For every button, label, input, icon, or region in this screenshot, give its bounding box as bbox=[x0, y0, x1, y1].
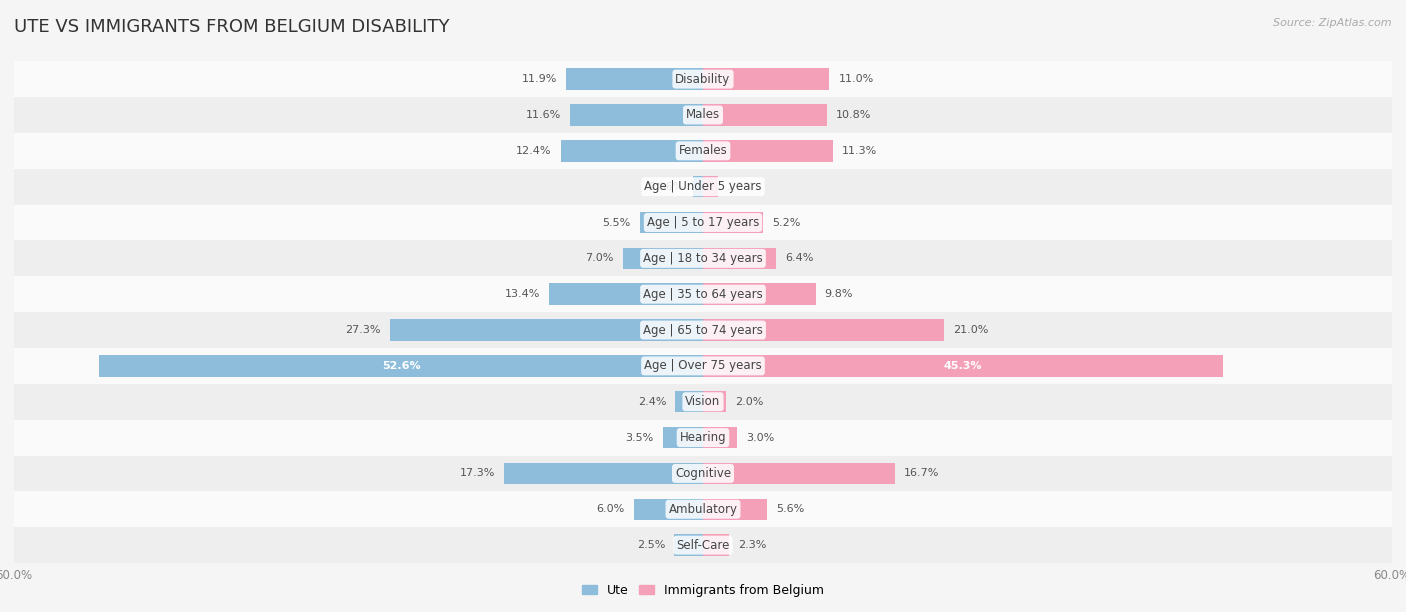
Text: Age | 18 to 34 years: Age | 18 to 34 years bbox=[643, 252, 763, 265]
Legend: Ute, Immigrants from Belgium: Ute, Immigrants from Belgium bbox=[576, 579, 830, 602]
Text: 45.3%: 45.3% bbox=[943, 361, 983, 371]
Bar bbox=[703, 391, 725, 412]
Bar bbox=[14, 420, 1392, 455]
Text: 16.7%: 16.7% bbox=[904, 468, 939, 479]
Text: Females: Females bbox=[679, 144, 727, 157]
Bar bbox=[703, 104, 827, 125]
Bar bbox=[703, 140, 832, 162]
Text: Self-Care: Self-Care bbox=[676, 539, 730, 551]
Bar bbox=[389, 319, 703, 341]
Bar bbox=[550, 283, 703, 305]
Bar bbox=[703, 534, 730, 556]
Text: 11.0%: 11.0% bbox=[838, 74, 873, 84]
Text: 13.4%: 13.4% bbox=[505, 289, 540, 299]
Text: Age | 5 to 17 years: Age | 5 to 17 years bbox=[647, 216, 759, 229]
Bar bbox=[703, 427, 738, 449]
Bar bbox=[623, 248, 703, 269]
Text: 11.6%: 11.6% bbox=[526, 110, 561, 120]
Bar bbox=[505, 463, 703, 484]
Text: Vision: Vision bbox=[685, 395, 721, 408]
Text: Males: Males bbox=[686, 108, 720, 121]
Text: 21.0%: 21.0% bbox=[953, 325, 988, 335]
Text: 5.6%: 5.6% bbox=[776, 504, 804, 514]
Text: 3.0%: 3.0% bbox=[747, 433, 775, 442]
Bar bbox=[14, 241, 1392, 276]
Bar bbox=[14, 204, 1392, 241]
Text: Hearing: Hearing bbox=[679, 431, 727, 444]
Bar bbox=[14, 384, 1392, 420]
Bar bbox=[662, 427, 703, 449]
Bar bbox=[675, 391, 703, 412]
Text: Age | Under 5 years: Age | Under 5 years bbox=[644, 180, 762, 193]
Text: 0.86%: 0.86% bbox=[648, 182, 683, 192]
Text: 2.5%: 2.5% bbox=[637, 540, 665, 550]
Text: Age | 35 to 64 years: Age | 35 to 64 years bbox=[643, 288, 763, 300]
Bar bbox=[703, 463, 894, 484]
Bar bbox=[675, 534, 703, 556]
Text: Cognitive: Cognitive bbox=[675, 467, 731, 480]
Bar bbox=[703, 248, 776, 269]
Bar bbox=[14, 348, 1392, 384]
Text: 1.3%: 1.3% bbox=[727, 182, 755, 192]
Text: 7.0%: 7.0% bbox=[585, 253, 613, 263]
Text: Age | 65 to 74 years: Age | 65 to 74 years bbox=[643, 324, 763, 337]
Bar bbox=[634, 499, 703, 520]
Text: 6.0%: 6.0% bbox=[596, 504, 624, 514]
Bar bbox=[703, 319, 945, 341]
Bar bbox=[703, 499, 768, 520]
Text: Age | Over 75 years: Age | Over 75 years bbox=[644, 359, 762, 372]
Bar bbox=[14, 169, 1392, 204]
Text: 52.6%: 52.6% bbox=[381, 361, 420, 371]
Text: 11.3%: 11.3% bbox=[842, 146, 877, 156]
Bar bbox=[14, 133, 1392, 169]
Text: 2.4%: 2.4% bbox=[638, 397, 666, 407]
Text: 2.3%: 2.3% bbox=[738, 540, 766, 550]
Bar bbox=[561, 140, 703, 162]
Text: 6.4%: 6.4% bbox=[786, 253, 814, 263]
Bar bbox=[14, 97, 1392, 133]
Text: 3.5%: 3.5% bbox=[626, 433, 654, 442]
Bar bbox=[703, 283, 815, 305]
Bar bbox=[14, 491, 1392, 527]
Bar bbox=[703, 176, 718, 198]
Text: 2.0%: 2.0% bbox=[735, 397, 763, 407]
Bar bbox=[98, 355, 703, 376]
Text: 5.2%: 5.2% bbox=[772, 217, 800, 228]
Bar bbox=[703, 212, 762, 233]
Bar bbox=[14, 527, 1392, 563]
Text: 27.3%: 27.3% bbox=[344, 325, 381, 335]
Bar bbox=[569, 104, 703, 125]
Text: Disability: Disability bbox=[675, 73, 731, 86]
Text: 17.3%: 17.3% bbox=[460, 468, 495, 479]
Text: 12.4%: 12.4% bbox=[516, 146, 551, 156]
Bar bbox=[14, 455, 1392, 491]
Bar bbox=[640, 212, 703, 233]
Bar bbox=[703, 355, 1223, 376]
Text: Ambulatory: Ambulatory bbox=[668, 503, 738, 516]
Bar bbox=[567, 69, 703, 90]
Text: 10.8%: 10.8% bbox=[837, 110, 872, 120]
Bar bbox=[14, 61, 1392, 97]
Bar bbox=[693, 176, 703, 198]
Bar bbox=[14, 312, 1392, 348]
Text: UTE VS IMMIGRANTS FROM BELGIUM DISABILITY: UTE VS IMMIGRANTS FROM BELGIUM DISABILIT… bbox=[14, 18, 450, 36]
Bar bbox=[14, 276, 1392, 312]
Text: 11.9%: 11.9% bbox=[522, 74, 557, 84]
Text: Source: ZipAtlas.com: Source: ZipAtlas.com bbox=[1274, 18, 1392, 28]
Bar bbox=[703, 69, 830, 90]
Text: 5.5%: 5.5% bbox=[602, 217, 631, 228]
Text: 9.8%: 9.8% bbox=[825, 289, 853, 299]
